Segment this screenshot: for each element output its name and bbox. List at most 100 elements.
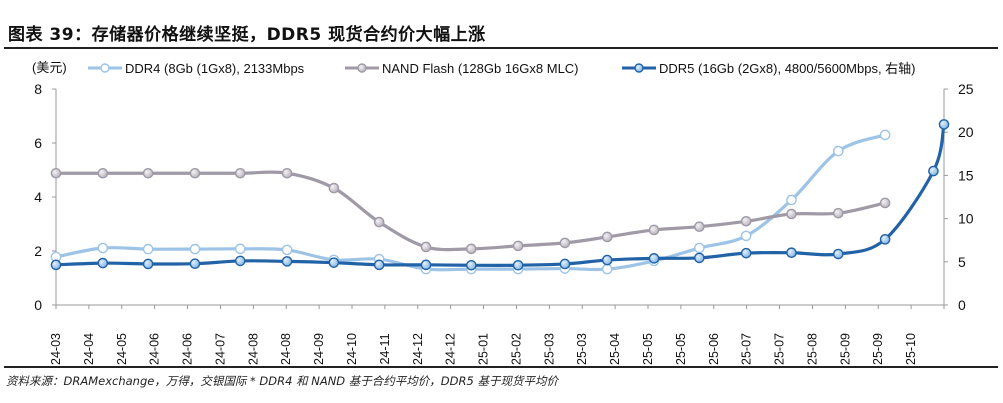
data-point (694, 242, 705, 254)
data-point (281, 256, 293, 267)
x-tick-label: 25-03 (542, 333, 556, 365)
x-tick-label: 25-03 (575, 333, 589, 365)
data-point (832, 145, 844, 157)
data-point (832, 207, 844, 219)
x-tick-label: 24-12 (444, 333, 458, 365)
right-tick-label: 5 (958, 254, 966, 270)
data-point (50, 259, 62, 271)
left-tick-label: 6 (34, 135, 42, 151)
data-point (234, 255, 246, 267)
x-tick-label: 24-06 (148, 333, 162, 365)
legend-label: NAND Flash (128Gb 16Gx8 MLC) (382, 61, 579, 76)
title-divider (4, 47, 998, 49)
data-point (601, 231, 613, 243)
legend: DDR4 (8Gb (1Gx8), 2133Mbps NAND Flash (12… (88, 61, 916, 76)
x-tick-label: 25-01 (477, 333, 491, 365)
data-point (879, 234, 891, 245)
right-tick-label: 0 (958, 297, 966, 313)
x-tick-label: 24-08 (279, 333, 293, 365)
left-tick-label: 8 (34, 81, 42, 97)
data-point (466, 243, 477, 255)
data-point (879, 129, 891, 141)
data-point (189, 243, 201, 255)
series-line (55, 124, 946, 267)
data-point (420, 241, 432, 253)
x-tick-label: 24-09 (312, 333, 326, 365)
data-point (97, 167, 109, 179)
legend-swatch-marker (357, 63, 367, 73)
x-tick-label: 24-10 (345, 333, 359, 365)
data-point (328, 257, 340, 268)
x-tick-label: 24-11 (378, 333, 392, 364)
data-point (142, 243, 154, 255)
data-point (938, 119, 950, 130)
x-tick-label: 24-08 (246, 333, 260, 365)
data-point (142, 167, 154, 179)
data-point (281, 167, 293, 179)
legend-label: DDR4 (8Gb (1Gx8), 2133Mbps (125, 61, 305, 76)
data-point (234, 243, 246, 255)
x-tick-label: 25-02 (509, 333, 523, 365)
x-tick-label: 25-07 (773, 333, 787, 365)
data-point (559, 237, 571, 249)
x-tick-label: 24-04 (82, 333, 96, 365)
x-tick-label: 25-05 (674, 333, 688, 365)
axes: 0 2 4 6 8 0 5 10 15 20 25 24-03 24-04 24-05 24-06 24-06… (34, 81, 974, 365)
data-point (740, 215, 752, 227)
x-tick-label: 25-09 (871, 333, 885, 365)
right-tick-label: 20 (958, 124, 974, 140)
data-point (601, 254, 613, 266)
data-point (97, 242, 109, 254)
x-tick-label: 25-09 (838, 333, 852, 365)
data-point (142, 258, 154, 270)
page-title: 图表 39：存储器价格继续坚挺，DDR5 现货合约价大幅上涨 (8, 25, 486, 45)
legend-swatch-marker (634, 63, 644, 73)
data-point (97, 257, 109, 269)
data-point (420, 259, 432, 271)
x-tick-label: 25-05 (641, 333, 655, 365)
x-tick-label: 25-10 (904, 333, 918, 365)
x-tick-label: 25-07 (740, 333, 754, 365)
series-line (55, 170, 886, 252)
data-point (328, 182, 340, 194)
data-point (786, 194, 797, 206)
data-point (512, 240, 524, 252)
right-tick-label: 15 (958, 167, 974, 183)
data-point (373, 259, 385, 271)
right-tick-label: 10 (958, 211, 974, 227)
x-tick-label: 25-08 (805, 333, 819, 365)
x-tick-label: 24-06 (181, 333, 195, 365)
data-point (648, 224, 660, 236)
data-point (281, 244, 293, 256)
data-point (740, 230, 752, 242)
data-point (189, 167, 201, 179)
data-point (512, 259, 524, 271)
left-tick-label: 0 (34, 297, 42, 313)
data-point (694, 221, 705, 232)
data-point (559, 258, 571, 270)
data-point (786, 208, 797, 220)
left-tick-label: 2 (34, 243, 42, 259)
data-point (928, 165, 939, 177)
data-point (189, 258, 201, 270)
x-tick-label: 25-04 (608, 333, 622, 365)
data-point (786, 247, 797, 259)
x-tick-label: 25-06 (707, 333, 721, 365)
legend-label: DDR5 (16Gb (2Gx8), 4800/5600Mbps, 右轴) (659, 61, 916, 76)
series-2 (50, 119, 950, 271)
data-point (740, 247, 752, 259)
footer-divider (4, 366, 998, 368)
data-point (832, 248, 844, 260)
x-tick-label: 24-12 (411, 333, 425, 365)
series-1 (50, 167, 891, 255)
data-point (648, 253, 660, 264)
data-point (373, 216, 385, 228)
x-tick-label: 24-07 (213, 333, 227, 365)
x-tick-label: 24-03 (49, 333, 63, 365)
data-point (466, 259, 477, 271)
data-point (50, 167, 62, 179)
source-footnote: 资料来源：DRAMexchange，万得，交银国际 * DDR4 和 NAND … (6, 374, 558, 388)
left-tick-label: 4 (34, 189, 42, 205)
x-tick-label: 24-05 (115, 333, 129, 365)
